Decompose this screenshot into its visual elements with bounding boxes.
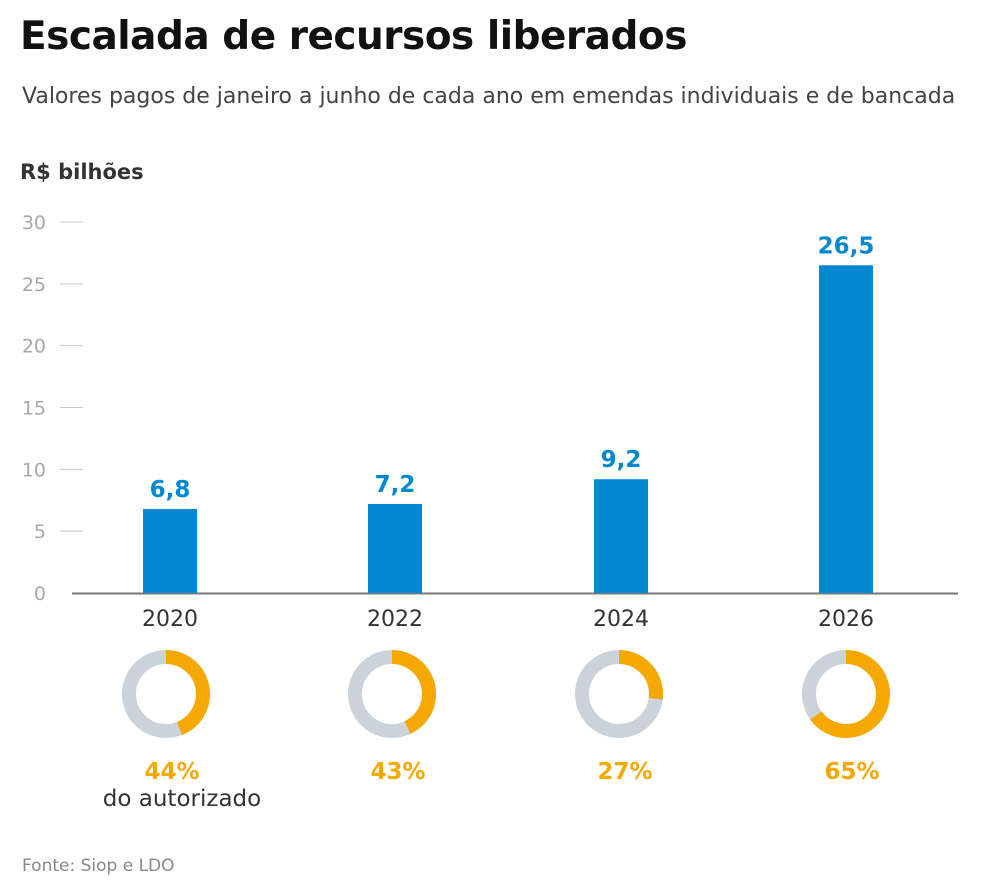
y-tick-label: 20 [22,336,46,358]
donut-percent-label: 27% [597,759,652,785]
bar-value-label: 6,8 [150,477,191,503]
donut-share-2026 [802,650,890,738]
donut-share-2024 [575,650,663,738]
donut-percent-label: 65% [824,759,879,785]
x-tick-label: 2024 [593,607,649,632]
bar-value-label: 9,2 [601,447,642,473]
y-axis-unit: R$ bilhões [20,160,144,184]
donut-percent-label: 44% [144,759,199,785]
bar-value-label: 7,2 [375,472,416,498]
y-tick-label: 10 [22,459,46,481]
x-tick-label: 2026 [818,607,874,632]
x-tick-label: 2022 [367,607,423,632]
bar-2024 [594,479,648,593]
donut-percent-label: 43% [370,759,425,785]
chart-subtitle: Valores pagos de janeiro a junho de cada… [22,84,956,109]
donut-caption: do autorizado [103,786,261,812]
chart-title: Escalada de recursos liberados [20,14,687,59]
bar-2020 [143,508,197,593]
y-tick-label: 30 [22,212,46,234]
donut-share-2022 [348,650,436,738]
bar-2022 [368,503,422,593]
bar-value-label: 26,5 [818,233,875,259]
y-tick-label: 25 [22,274,46,296]
source-note: Fonte: Siop e LDO [22,856,175,876]
donut-share-2020 [122,650,210,738]
y-tick-label: 5 [34,521,46,543]
x-tick-label: 2020 [142,607,198,632]
y-tick-label: 0 [34,583,46,605]
y-tick-label: 15 [22,398,46,420]
bar-2026 [819,265,873,593]
